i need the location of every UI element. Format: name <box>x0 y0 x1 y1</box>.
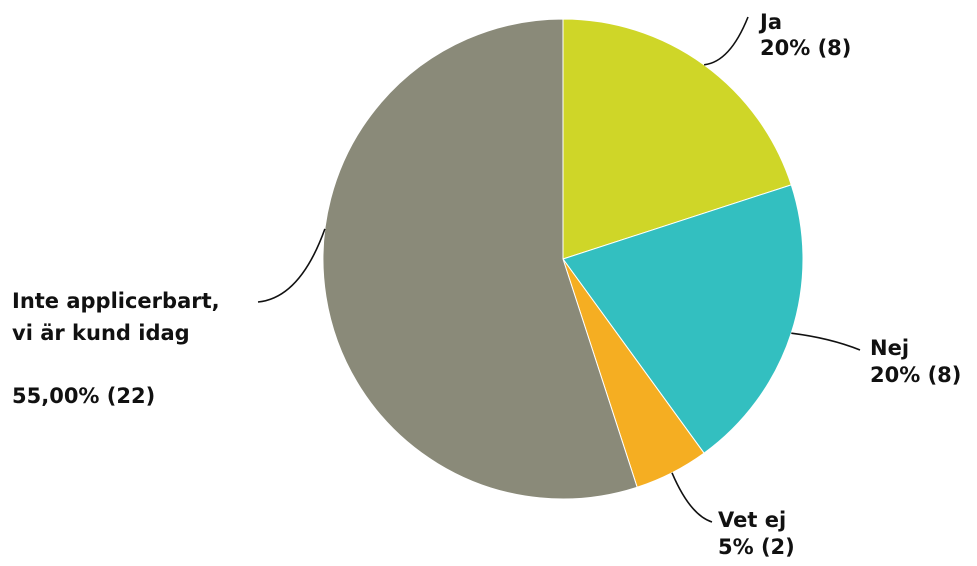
label-vet-ej-name: Vet ej <box>718 508 786 532</box>
label-vet-ej-value: 5% (2) <box>718 535 795 559</box>
label-ja-value: 20% (8) <box>760 36 851 60</box>
pie-slices <box>322 18 804 500</box>
leader-ja <box>703 16 749 66</box>
leader-vet-ej <box>671 472 713 523</box>
leader-lines <box>257 16 861 523</box>
label-inte-value: 55,00% (22) <box>12 384 155 408</box>
label-inte-line-1: Inte applicerbart, <box>12 289 220 313</box>
slice-nej <box>562 184 804 454</box>
label-nej-value: 20% (8) <box>870 363 961 387</box>
leader-nej <box>791 332 861 351</box>
slice-ja <box>562 18 792 260</box>
label-ja-name: Ja <box>758 10 782 34</box>
label-nej-name: Nej <box>870 336 909 360</box>
leader-inte-applicerbart <box>257 228 326 303</box>
slice-inte-applicerbart <box>322 18 638 500</box>
label-inte-line-2: vi är kund idag <box>12 321 190 345</box>
